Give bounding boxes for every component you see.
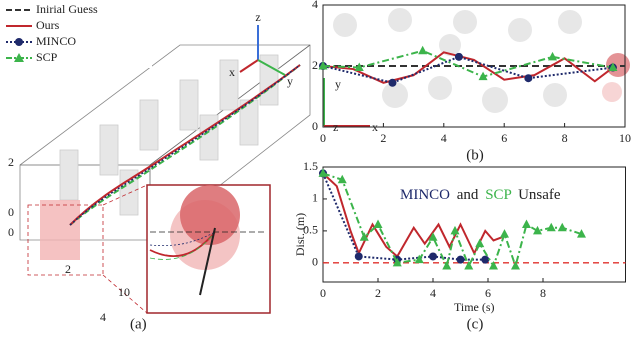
marker xyxy=(359,232,369,241)
axis-letter: z xyxy=(255,10,260,24)
y-tick-label: 4 xyxy=(312,0,318,11)
marker xyxy=(481,255,490,264)
x-tick-label: 0 xyxy=(320,131,326,145)
marker xyxy=(557,222,567,232)
legend-label: Inirial Guess xyxy=(36,2,98,16)
y-tick-label: 1.5 xyxy=(303,159,318,173)
y-tick-label: 0 xyxy=(312,255,318,269)
tick-label: 0 xyxy=(8,205,14,219)
tick-label: 0 xyxy=(8,225,14,239)
tick-label: 2 xyxy=(8,155,14,169)
panel-b-obstacles xyxy=(333,8,630,113)
x-tick-label: 4 xyxy=(430,286,436,300)
x-tick-label: 4 xyxy=(441,131,447,145)
marker xyxy=(524,74,533,83)
legend-label: SCP xyxy=(36,50,58,64)
x-tick-label: 6 xyxy=(485,286,491,300)
marker xyxy=(428,232,438,241)
marker xyxy=(450,225,460,235)
annotation-part: MINCO xyxy=(400,187,450,203)
annotation: MINCO and SCP Unsafe xyxy=(400,187,561,203)
marker xyxy=(318,168,328,177)
y-tick-label: 0 xyxy=(312,119,318,133)
panel-label: (a) xyxy=(130,316,147,332)
marker xyxy=(608,62,618,72)
axis-letter: y xyxy=(287,74,293,88)
x-tick-label: 10 xyxy=(619,131,631,145)
axis-letter: x xyxy=(229,65,235,79)
marker xyxy=(511,261,520,270)
panel-label: (b) xyxy=(466,147,484,163)
annotation-part: Unsafe xyxy=(518,187,561,203)
marker xyxy=(464,261,474,270)
marker xyxy=(454,52,463,61)
legend: Inirial Guess Ours MINCO SCP xyxy=(2,2,152,68)
marker xyxy=(577,229,586,238)
panel-label: (c) xyxy=(467,316,484,332)
y-tick-label: 2 xyxy=(312,58,318,72)
marker xyxy=(337,174,347,184)
marker xyxy=(388,78,397,87)
panel-a-scene xyxy=(19,25,311,314)
series-line xyxy=(322,172,486,261)
legend-label: MINCO xyxy=(36,34,76,48)
x-tick-label: 0 xyxy=(320,286,326,300)
marker xyxy=(418,45,428,55)
series-line xyxy=(322,49,614,78)
annotation-part: SCP xyxy=(485,187,511,203)
marker xyxy=(392,257,402,267)
marker xyxy=(475,238,485,248)
marker xyxy=(442,261,452,270)
marker xyxy=(354,62,364,72)
y-tick-label: 1 xyxy=(312,191,318,205)
annotation-part: and xyxy=(457,187,479,203)
marker xyxy=(548,51,558,61)
series-line xyxy=(322,51,614,84)
marker xyxy=(456,255,465,264)
y-axis-label: Dist. (m) xyxy=(293,213,307,256)
axis-letter: y xyxy=(335,77,341,91)
x-axis-label: Time (s) xyxy=(454,300,495,314)
x-tick-label: 6 xyxy=(501,131,507,145)
marker xyxy=(429,252,437,261)
tick-label: 4 xyxy=(100,310,106,324)
series-line xyxy=(322,172,503,258)
x-tick-label: 2 xyxy=(375,286,381,300)
legend-label: Ours xyxy=(36,18,60,32)
marker xyxy=(414,254,424,264)
marker xyxy=(373,219,383,228)
marker xyxy=(489,261,498,270)
marker xyxy=(533,225,542,235)
tick-label: 10 xyxy=(118,285,130,299)
tick-label: 2 xyxy=(65,262,71,276)
marker xyxy=(318,61,328,70)
marker xyxy=(354,252,363,261)
marker xyxy=(500,229,509,238)
plot-frame xyxy=(322,166,626,283)
marker xyxy=(546,222,556,232)
x-tick-label: 8 xyxy=(562,131,568,145)
marker xyxy=(522,219,531,228)
x-tick-label: 2 xyxy=(380,131,386,145)
x-tick-label: 8 xyxy=(540,286,546,300)
marker xyxy=(478,71,488,81)
y-tick-label: 0.5 xyxy=(303,223,318,237)
